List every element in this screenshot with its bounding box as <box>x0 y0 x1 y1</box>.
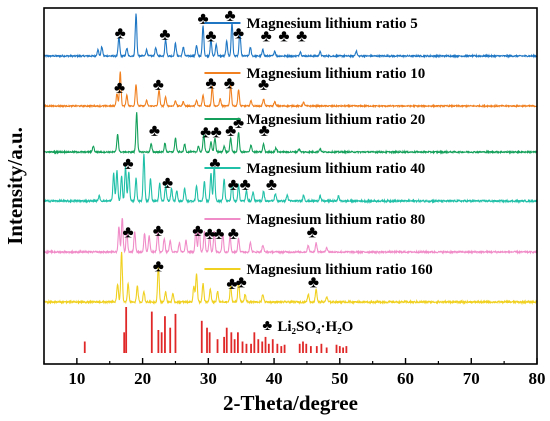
plot-frame <box>43 7 538 365</box>
reference-layer <box>83 307 348 353</box>
peak-marker-club: ♣ <box>213 224 224 243</box>
x-tick-label: 40 <box>266 369 283 388</box>
peak-marker-club: ♣ <box>114 78 125 97</box>
peak-marker-club: ♣ <box>200 123 211 142</box>
peak-marker-club: ♣ <box>123 154 134 173</box>
x-tick-label: 50 <box>331 369 348 388</box>
reference-marker-club: ♣ <box>262 318 272 334</box>
legend-label: Magnesium lithium ratio 10 <box>246 66 425 82</box>
legend-label: Magnesium lithium ratio 20 <box>246 112 425 128</box>
peak-marker-club: ♣ <box>205 27 216 46</box>
legend-label: Magnesium lithium ratio 160 <box>246 262 432 278</box>
peak-marker-club: ♣ <box>153 221 164 240</box>
peak-marker-club: ♣ <box>205 73 216 92</box>
peak-marker-club: ♣ <box>266 175 277 194</box>
peak-marker-club: ♣ <box>261 27 272 46</box>
peak-marker-club: ♣ <box>159 25 170 44</box>
peak-markers-layer: ♣ ♣♣♣♣♣ ♣ ♣ ♣♣ ♣ ♣ ♣ ♣♣ ♣ ♣ ♣♣ ♣♣♣♣♣ ♣ ♣♣ ♣ ♣ ♣♣ ♣ ♣♣♣♣ ♣ <box>114 6 319 293</box>
y-axis-label: Intensity/a.u. <box>3 127 27 245</box>
peak-marker-club: ♣ <box>225 121 236 140</box>
legend-label: Magnesium lithium ratio 5 <box>246 16 417 32</box>
peak-marker-club: ♣ <box>307 223 318 242</box>
peak-marker-club: ♣ <box>278 27 289 46</box>
legend-label: Magnesium lithium ratio 80 <box>246 212 425 228</box>
peak-marker-club: ♣ <box>258 75 269 94</box>
peak-marker-club: ♣ <box>211 123 222 142</box>
peak-marker-club: ♣ <box>192 221 203 240</box>
x-tick-label: 70 <box>463 369 480 388</box>
x-tick-label: 80 <box>529 369 546 388</box>
x-tick-label: 20 <box>134 369 151 388</box>
peak-marker-club: ♣ <box>149 121 160 140</box>
peak-marker-club: ♣ <box>153 75 164 94</box>
x-axis-ticks: 10 20 30 40 50 60 70 80 <box>43 358 546 388</box>
peak-marker-club: ♣ <box>308 273 319 292</box>
peak-marker-club: ♣ <box>204 224 215 243</box>
peak-marker-club: ♣ <box>233 23 244 42</box>
xrd-trace <box>43 218 538 255</box>
peak-marker-club: ♣ <box>296 27 307 46</box>
peak-marker-club: ♣ <box>197 9 208 28</box>
peak-marker-club: ♣ <box>228 175 239 194</box>
xrd-trace <box>43 251 538 306</box>
peak-marker-club: ♣ <box>233 113 244 132</box>
x-tick-label: 60 <box>397 369 414 388</box>
xrd-trace <box>43 71 538 109</box>
peak-marker-club: ♣ <box>162 173 173 192</box>
peak-marker-club: ♣ <box>226 274 237 293</box>
xrd-trace <box>43 153 538 205</box>
peak-marker-club: ♣ <box>240 175 251 194</box>
xrd-trace <box>43 13 538 59</box>
peak-marker-club: ♣ <box>115 23 126 42</box>
peak-marker-club: ♣ <box>228 224 239 243</box>
reference-label: Li₂SO₄·H₂O <box>277 319 353 335</box>
peak-marker-club: ♣ <box>224 6 235 25</box>
peak-marker-club: ♣ <box>224 73 235 92</box>
legend-labels-layer: Magnesium lithium ratio 5 Magnesium lithi… <box>204 16 433 335</box>
x-tick-label: 10 <box>68 369 85 388</box>
traces-layer <box>43 13 538 306</box>
peak-marker-club: ♣ <box>209 154 220 173</box>
peak-marker-club: ♣ <box>123 223 134 242</box>
x-axis-label: 2-Theta/degree <box>223 391 358 415</box>
peak-marker-club: ♣ <box>259 121 270 140</box>
peak-marker-club: ♣ <box>153 257 164 276</box>
x-tick-label: 30 <box>200 369 217 388</box>
legend-label: Magnesium lithium ratio 40 <box>246 161 425 177</box>
peak-marker-club: ♣ <box>236 273 247 292</box>
xrd-trace <box>43 112 538 155</box>
